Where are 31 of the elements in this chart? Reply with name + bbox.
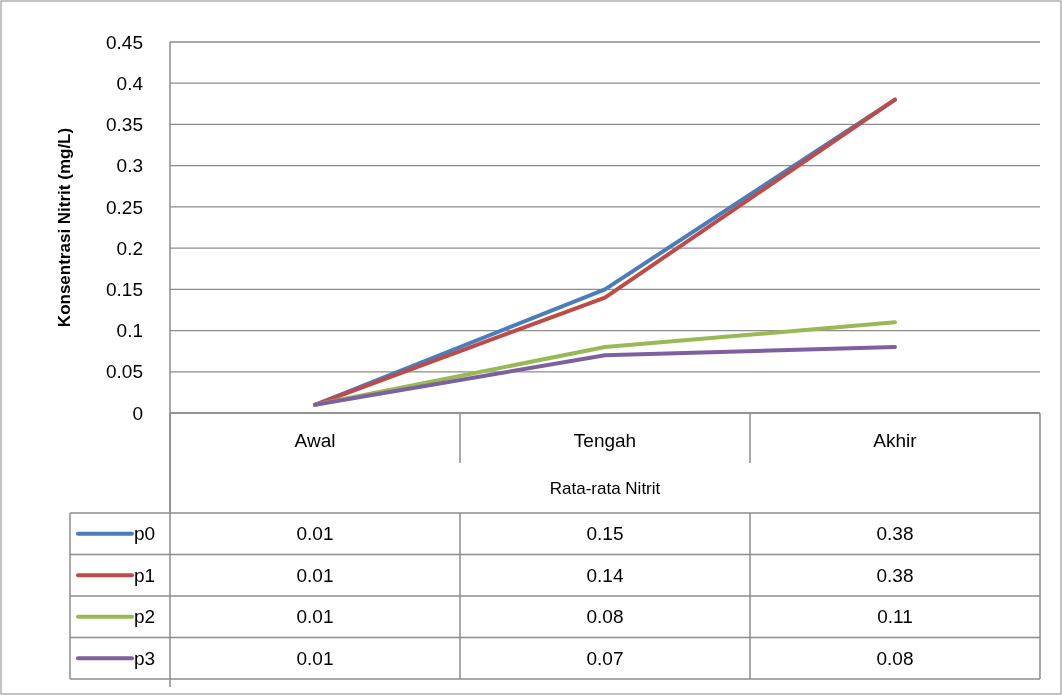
legend-label: p1 <box>134 564 156 586</box>
x-tick-label: Akhir <box>873 429 918 451</box>
x-tick-label: Tengah <box>573 429 637 451</box>
data-label: 0.01 <box>296 564 334 586</box>
x-tick-label: Awal <box>294 429 336 451</box>
y-axis-title: Konsentrasi Nitrit (mg/L) <box>55 127 74 328</box>
y-tick-label: 0.15 <box>106 278 143 300</box>
y-tick-label: 0.4 <box>116 72 144 94</box>
data-label: 0.07 <box>586 647 624 669</box>
data-label: 0.38 <box>876 523 914 545</box>
data-label: 0.14 <box>586 564 624 586</box>
data-label: 0.15 <box>586 523 624 545</box>
legend-label: p0 <box>134 523 156 545</box>
y-tick-label: 0.45 <box>106 31 143 53</box>
y-tick-label: 0.3 <box>116 155 143 177</box>
data-label: 0.01 <box>296 523 334 545</box>
y-tick-label: 0.1 <box>116 320 143 342</box>
y-tick-label: 0.35 <box>106 114 143 136</box>
y-tick-label: 0.2 <box>116 237 143 259</box>
data-label: 0.08 <box>876 647 914 669</box>
data-label: 0.38 <box>876 564 914 586</box>
y-tick-label: 0 <box>132 402 143 424</box>
y-tick-label: 0.05 <box>106 361 143 383</box>
data-label: 0.08 <box>586 606 624 628</box>
legend-label: p2 <box>134 606 156 628</box>
data-label: 0.01 <box>296 606 334 628</box>
data-label: 0.01 <box>296 647 334 669</box>
data-label: 0.11 <box>877 606 913 628</box>
x-axis-title: Rata-rata Nitrit <box>549 478 661 498</box>
legend-label: p3 <box>134 647 156 669</box>
y-tick-label: 0.25 <box>106 196 143 218</box>
